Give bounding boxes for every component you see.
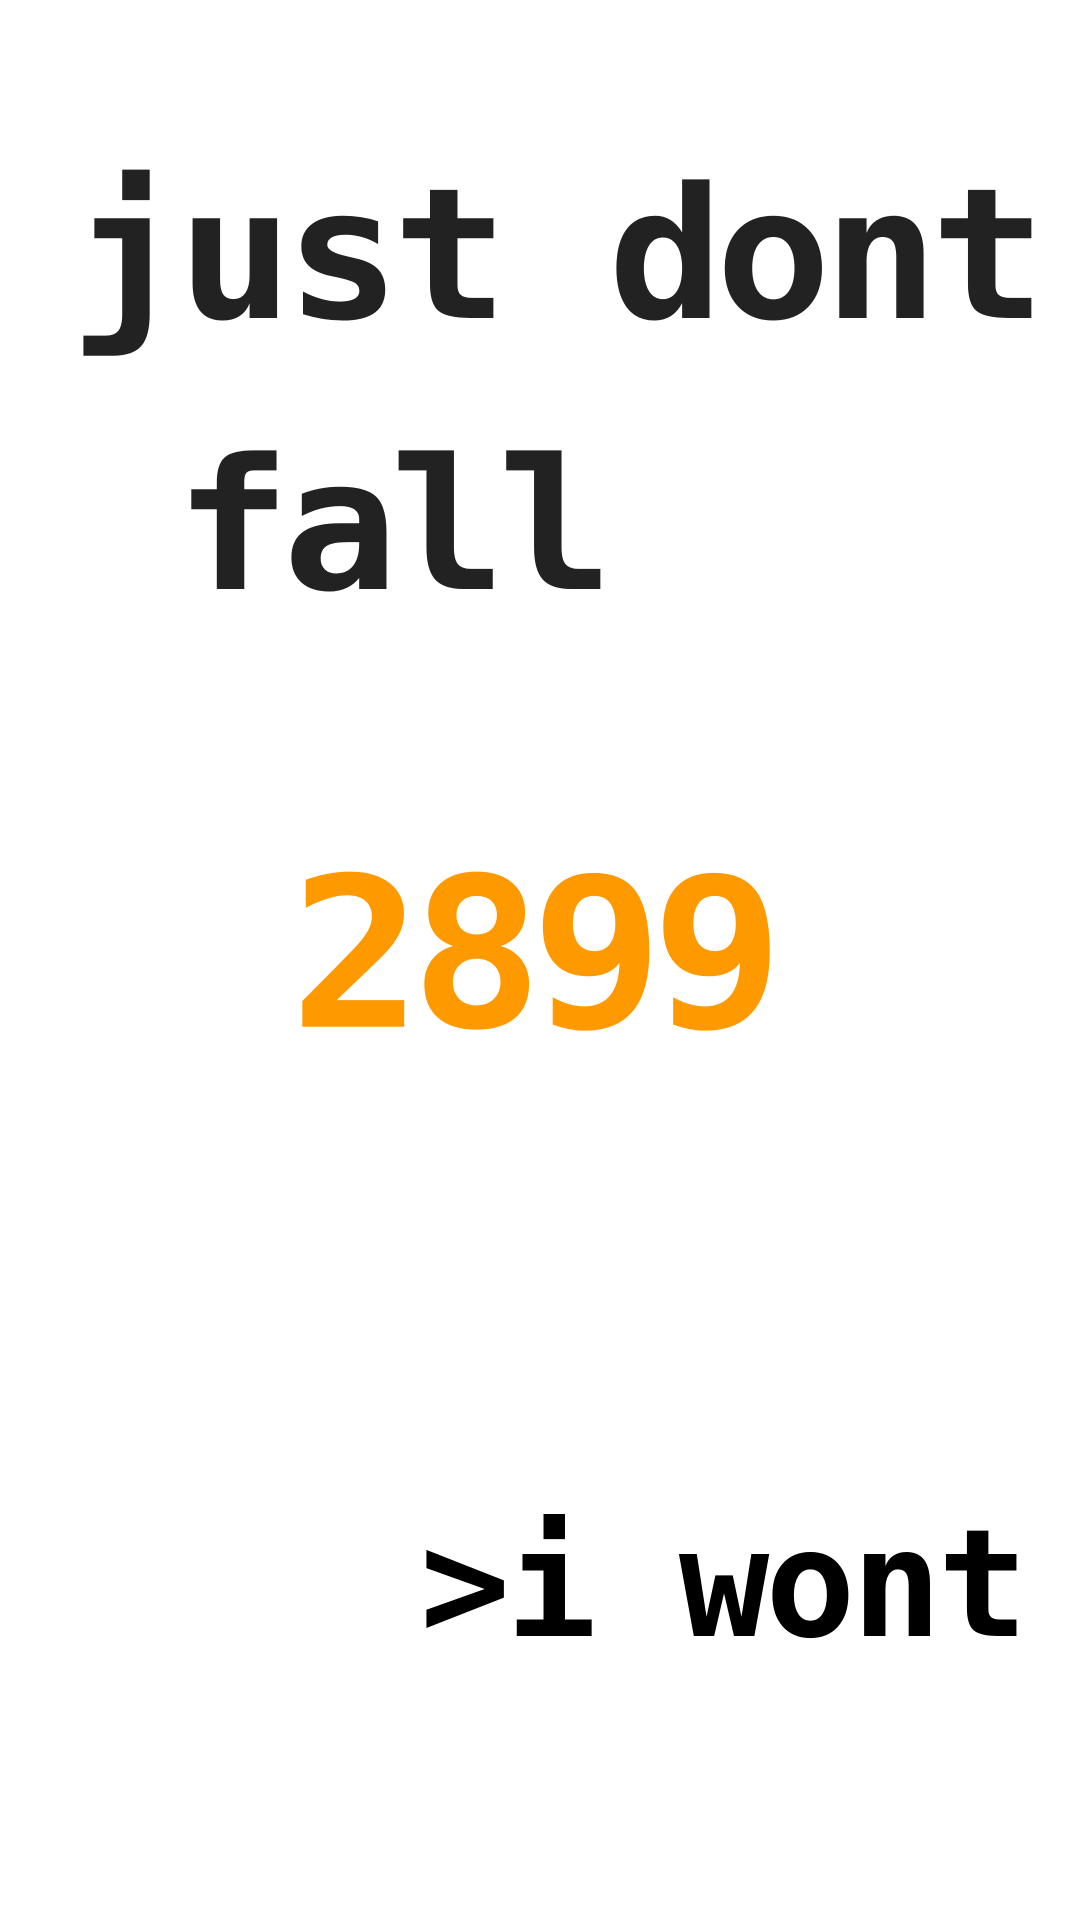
start-game-button-label: >i wont <box>420 1498 1028 1672</box>
game-title-line-1: just dont <box>70 149 1046 362</box>
start-game-button[interactable]: >i wont <box>420 1500 1028 1670</box>
game-title-line-2: fall <box>175 420 613 633</box>
score-display: 2899 <box>290 832 784 1077</box>
